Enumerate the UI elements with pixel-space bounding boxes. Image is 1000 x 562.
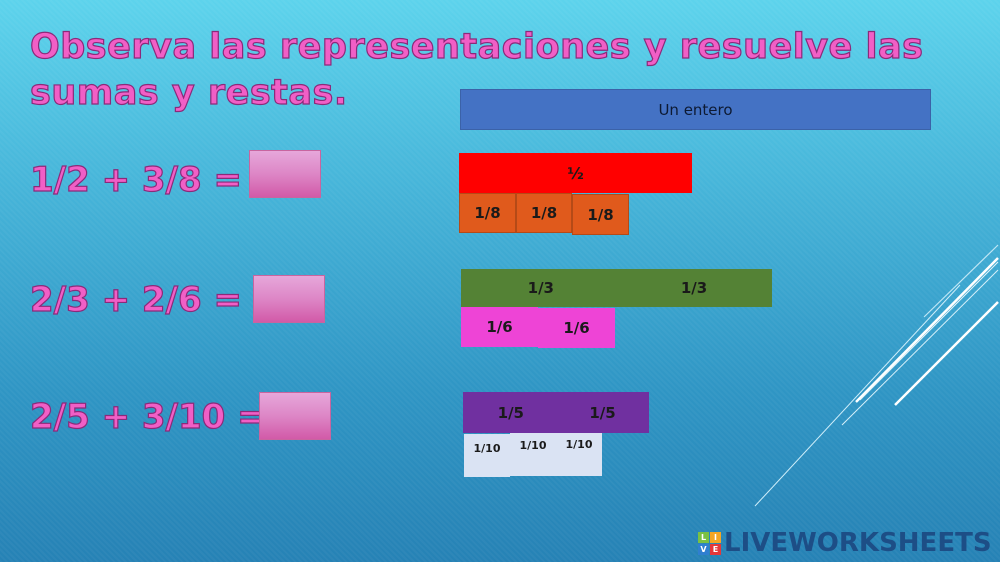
eighth-bar-1: 1/8 <box>459 193 516 233</box>
equation-2: 2/3 + 2/6 = <box>29 279 242 320</box>
third-bar-2: 1/3 <box>616 269 772 307</box>
equation-3: 2/5 + 3/10 = <box>29 396 266 437</box>
page-title: Observa las representaciones y resuelve … <box>29 26 924 113</box>
half-label: ½ <box>567 163 584 183</box>
answer-box-3[interactable] <box>259 392 331 440</box>
live-icon: L I V E <box>698 531 721 555</box>
equation-1: 1/2 + 3/8 = <box>29 159 242 200</box>
third-bar-1: 1/3 <box>461 269 616 307</box>
whole-bar: Un entero <box>460 89 931 130</box>
answer-box-2[interactable] <box>253 275 325 323</box>
tenth-bar-3: 1/10 <box>556 433 602 476</box>
tenth-bar-2: 1/10 <box>510 433 556 476</box>
brand-name: LIVEWORKSHEETS <box>724 528 992 558</box>
eighth-bar-3: 1/8 <box>572 194 629 235</box>
half-bar: ½ <box>459 153 692 193</box>
sixth-bar-1: 1/6 <box>461 307 538 347</box>
liveworksheets-logo: L I V E LIVEWORKSHEETS <box>698 528 992 558</box>
eighth-bar-2: 1/8 <box>516 193 572 233</box>
fifth-bar-1: 1/5 <box>463 392 556 433</box>
fifth-bar-2: 1/5 <box>556 392 649 433</box>
sixth-bar-2: 1/6 <box>538 308 615 348</box>
answer-box-1[interactable] <box>249 150 321 198</box>
tenth-bar-1: 1/10 <box>464 434 510 477</box>
